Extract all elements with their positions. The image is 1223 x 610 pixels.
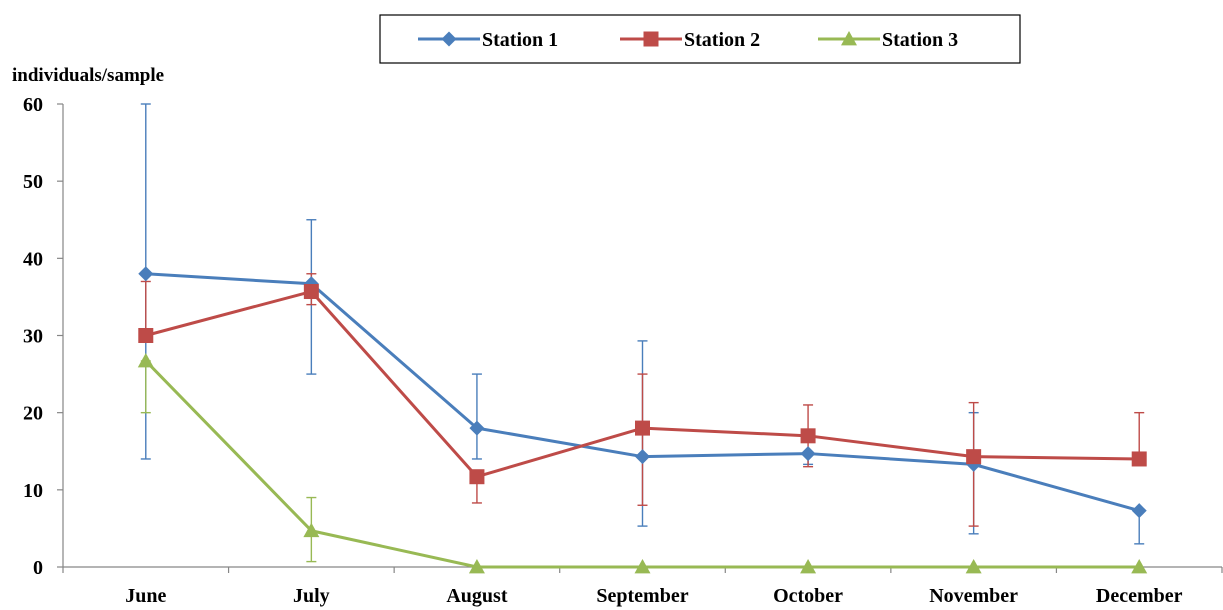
station-1-point (138, 266, 154, 282)
x-tick-label: October (773, 585, 843, 607)
station-1-point (635, 449, 650, 465)
series-markers (137, 266, 1148, 574)
station-2-point (469, 469, 485, 485)
error-bars (140, 103, 1145, 563)
station-2-point (635, 420, 650, 436)
station-2-point (1131, 451, 1147, 467)
station-1-legend-marker (441, 31, 457, 47)
station-2-point (138, 328, 154, 343)
legend: Station 1 Station 2 Station 3 (379, 14, 1021, 64)
station-1-point (469, 420, 485, 436)
y-tick-label: 50 (23, 171, 43, 193)
y-tick-label: 40 (23, 248, 43, 270)
x-tick-label: September (596, 585, 688, 607)
station-1-legend-label: Station 1 (482, 29, 558, 51)
y-tick-label: 0 (33, 557, 43, 579)
station-2-legend-label: Station 2 (684, 29, 760, 51)
y-tick-label: 60 (23, 94, 43, 116)
station-3-legend-marker (841, 31, 857, 46)
x-tick-label: December (1096, 585, 1183, 607)
y-tick-label: 20 (23, 403, 43, 425)
x-tick-label: November (929, 585, 1018, 607)
y-tick-label: 10 (23, 480, 43, 502)
station-3-point (965, 559, 982, 574)
station-1-point (800, 446, 816, 462)
station-3-point (137, 352, 154, 368)
station-3-point (800, 559, 817, 574)
station-1-point (1131, 503, 1147, 519)
station-2-point (800, 428, 816, 444)
station-3-point (634, 559, 651, 574)
x-tick-label: August (446, 585, 507, 607)
station-3-point (468, 559, 485, 574)
station-3-legend-label: Station 3 (882, 29, 958, 51)
station-3-point (1131, 559, 1148, 574)
axes: 0 10 20 30 40 50 60 June July August September Octo… (23, 94, 1223, 607)
station-2-point (303, 284, 319, 300)
station-2-point (966, 449, 982, 465)
x-tick-label: July (293, 585, 330, 607)
y-axis-label: individuals/sample (12, 65, 164, 86)
legend-box (379, 14, 1021, 64)
x-tick-label: June (125, 585, 166, 607)
station-3-point (303, 522, 320, 538)
station-2-legend-marker (643, 31, 659, 47)
y-tick-label: 30 (23, 326, 43, 348)
